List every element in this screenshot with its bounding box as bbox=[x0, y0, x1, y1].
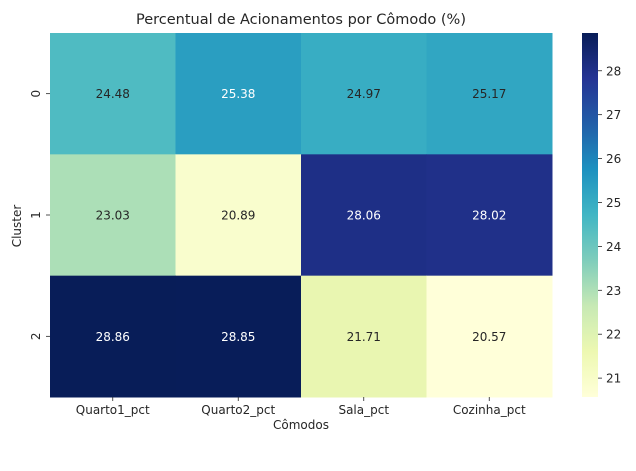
x-tick-label: Quarto2_pct bbox=[201, 403, 275, 417]
colorbar-tick-label: 21 bbox=[606, 372, 621, 386]
x-axis-label: Cômodos bbox=[273, 418, 329, 432]
colorbar-tick-label: 26 bbox=[606, 152, 621, 166]
cell-annotation: 23.03 bbox=[96, 209, 130, 223]
heatmap-cells: 24.48 25.38 24.97 25.17 23.03 20.89 28.06 28.02… bbox=[50, 33, 553, 398]
cell-annotation: 25.38 bbox=[221, 87, 255, 101]
heatmap-cell bbox=[175, 275, 302, 398]
colorbar-tick-label: 28 bbox=[606, 64, 621, 78]
cell-annotation: 21.71 bbox=[347, 330, 381, 344]
heatmap-cell bbox=[426, 33, 553, 155]
colorbar-tick-label: 27 bbox=[606, 108, 621, 122]
heatmap-cell bbox=[426, 275, 553, 398]
cell-annotation: 24.48 bbox=[96, 87, 130, 101]
colorbar bbox=[582, 33, 598, 397]
cell-annotation: 28.86 bbox=[96, 330, 130, 344]
x-tick-label: Quarto1_pct bbox=[76, 403, 150, 417]
chart-title: Percentual de Acionamentos por Cômodo (%… bbox=[136, 12, 466, 28]
y-axis: 0 1 2 bbox=[29, 90, 50, 340]
cell-annotation: 28.06 bbox=[347, 209, 381, 223]
y-axis-label: Cluster bbox=[10, 205, 24, 248]
cell-annotation: 20.89 bbox=[221, 209, 255, 223]
colorbar-tick-label: 23 bbox=[606, 284, 621, 298]
heatmap-cell bbox=[301, 154, 427, 277]
heatmap-cell bbox=[50, 275, 176, 398]
colorbar-tick-label: 25 bbox=[606, 196, 621, 210]
heatmap-cell bbox=[175, 154, 302, 277]
y-tick-label: 0 bbox=[29, 90, 43, 98]
y-tick-label: 2 bbox=[29, 333, 43, 341]
x-axis: Quarto1_pct Quarto2_pct Sala_pct Cozinha_pc… bbox=[76, 397, 526, 417]
heatmap-cell bbox=[50, 33, 176, 155]
colorbar-tick-label: 24 bbox=[606, 240, 621, 254]
cell-annotation: 20.57 bbox=[472, 330, 506, 344]
x-tick-label: Cozinha_pct bbox=[453, 403, 526, 417]
heatmap-cell bbox=[175, 33, 302, 155]
y-tick-label: 1 bbox=[29, 211, 43, 219]
cell-annotation: 25.17 bbox=[472, 87, 506, 101]
cell-annotation: 28.85 bbox=[221, 330, 255, 344]
heatmap-cell bbox=[426, 154, 553, 277]
heatmap-cell bbox=[50, 154, 176, 277]
colorbar-ticks: 21 22 23 24 25 26 27 28 bbox=[598, 64, 621, 386]
colorbar-tick-label: 22 bbox=[606, 328, 621, 342]
x-tick-label: Sala_pct bbox=[338, 403, 389, 417]
heatmap-cell bbox=[301, 33, 427, 155]
heatmap-cell bbox=[301, 275, 427, 398]
cell-annotation: 28.02 bbox=[472, 209, 506, 223]
cell-annotation: 24.97 bbox=[347, 87, 381, 101]
